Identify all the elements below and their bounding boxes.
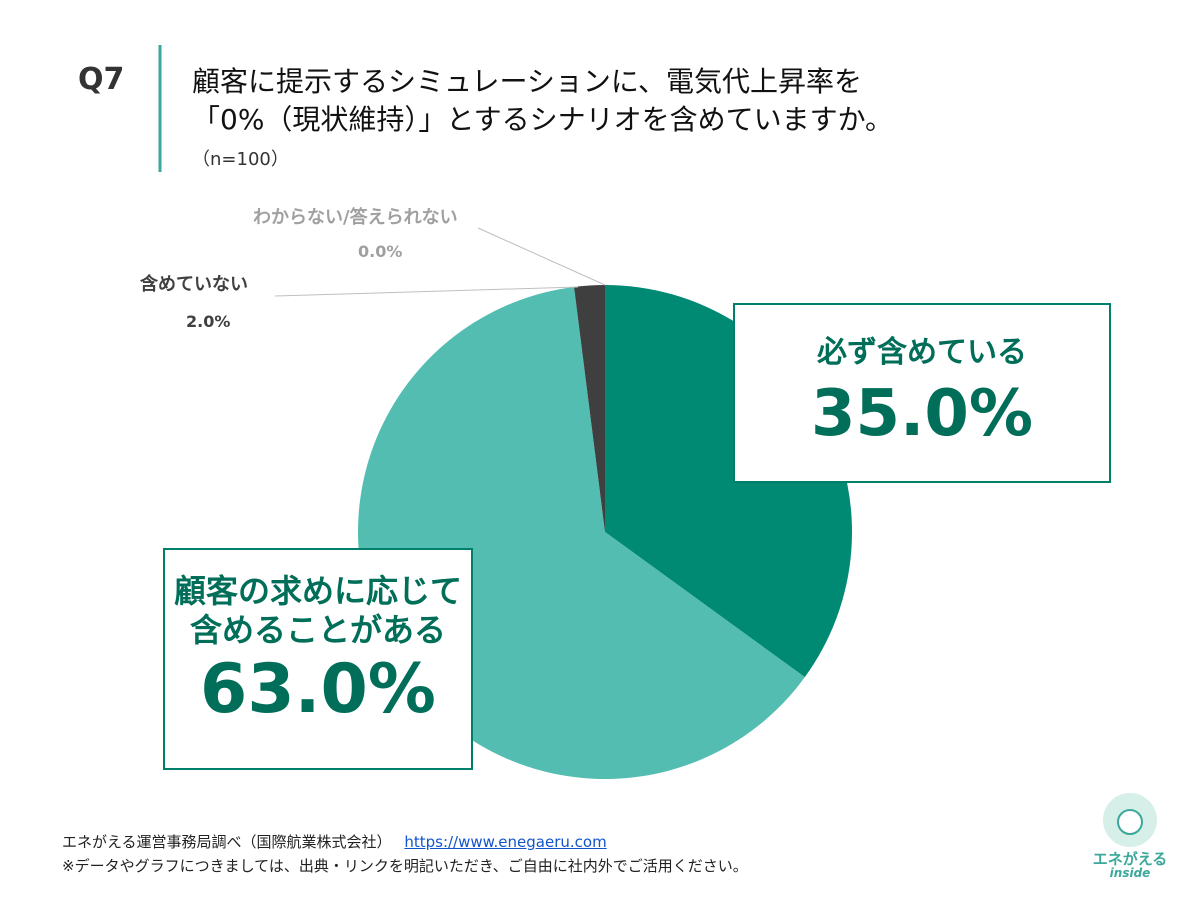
title: 「0%（現状維持）」とするシナリオを含めていますか。 bbox=[192, 103, 894, 136]
value-label: 0.0% bbox=[358, 242, 403, 261]
logo-text: エネがえる bbox=[1092, 850, 1168, 868]
label-box: 必ず含めている 35.0% bbox=[733, 303, 1111, 483]
label-box: 顧客の求めに応じて含めることがある 63.0% bbox=[163, 548, 473, 770]
category-label: 顧客の求めに応じて含めることがある bbox=[173, 572, 462, 649]
category-label: 必ず含めている bbox=[817, 335, 1027, 370]
note: ※データやグラフにつきましては、出典・リンクを明記いただき、ご自由に社内外でご活… bbox=[62, 857, 748, 875]
leader-line bbox=[477, 227, 606, 286]
logo-icon bbox=[1117, 809, 1143, 835]
subtitle: （n=100） bbox=[192, 149, 289, 170]
question-number: Q7 bbox=[78, 62, 125, 97]
link[interactable]: https://www.enegaeru.com bbox=[404, 833, 607, 851]
title: 顧客に提示するシミュレーションに、電気代上昇率を bbox=[192, 65, 863, 98]
value-label: 35.0% bbox=[810, 377, 1034, 451]
source: エネがえる運営事務局調べ（国際航業株式会社） https://www.enega… bbox=[62, 831, 607, 852]
value-label: 2.0% bbox=[186, 312, 231, 331]
source-text: エネがえる運営事務局調べ（国際航業株式会社） bbox=[62, 833, 392, 851]
value-label: 63.0% bbox=[200, 650, 436, 729]
category-label: わからない/答えられない bbox=[253, 207, 458, 228]
logo-sub: inside bbox=[1109, 866, 1151, 880]
leader-line bbox=[274, 286, 579, 297]
category-label: 含めていない bbox=[140, 274, 248, 295]
pie-slice bbox=[574, 285, 605, 532]
